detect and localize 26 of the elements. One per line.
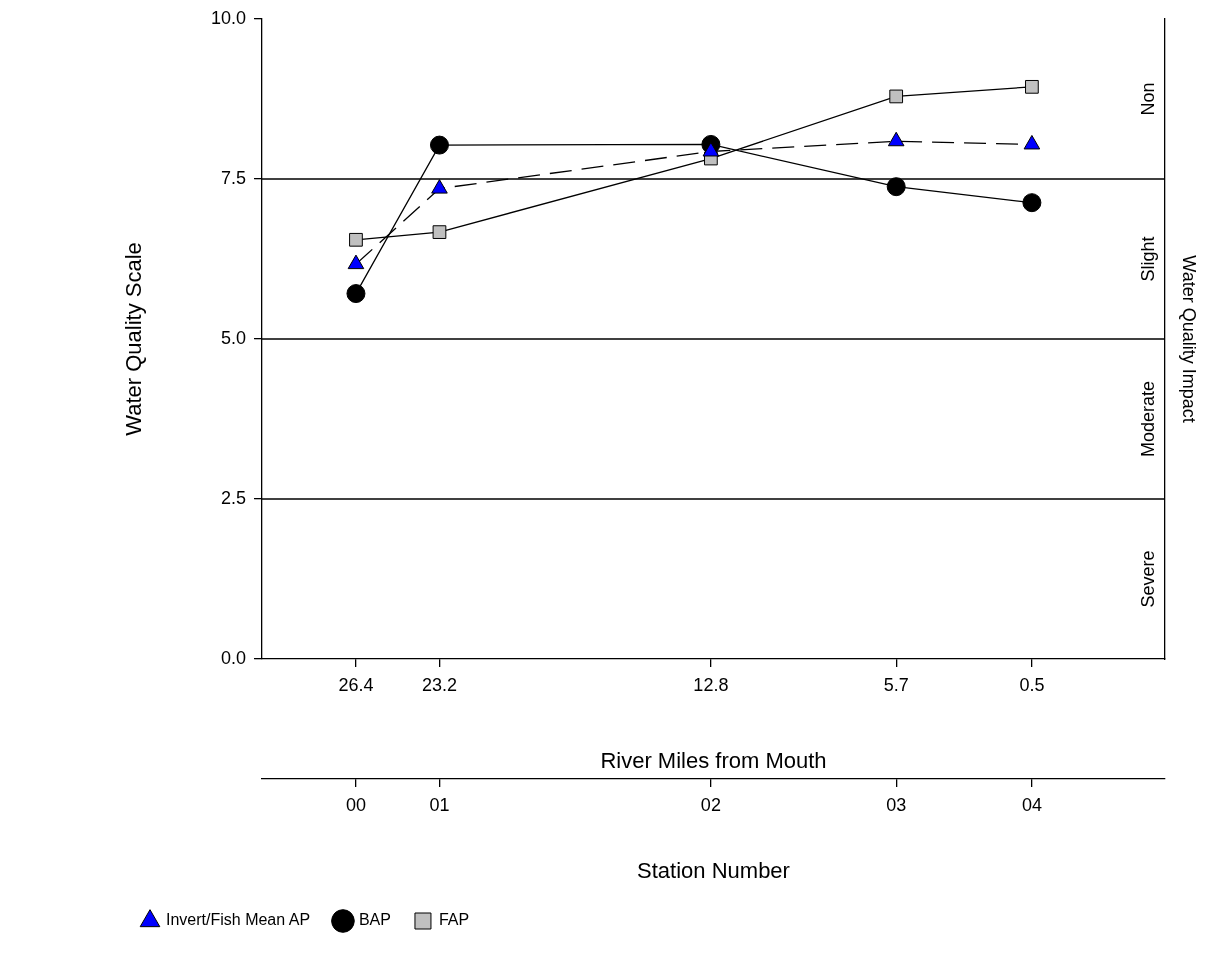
legend-label: BAP (358, 911, 391, 929)
x-axis-title: River Miles from Mouth (600, 747, 827, 773)
y-tick-label: 10.0 (210, 7, 246, 28)
annotation: 03 (886, 794, 907, 815)
annotation: 00 (345, 794, 366, 815)
x-tick-label: 26.4 (338, 674, 374, 695)
annotation: 01 (429, 794, 450, 815)
y-tick-label: 5.0 (220, 327, 246, 348)
y2-axis-title: Water Quality Impact (1179, 255, 1200, 423)
annotation: 04 (1021, 794, 1042, 815)
y-axis-title: Water Quality Scale (121, 242, 147, 436)
annotation: Non (1137, 82, 1158, 116)
x2-axis-title: Station Number (637, 857, 790, 883)
y-tick-label: 0.0 (220, 647, 246, 668)
legend-label: FAP (438, 911, 470, 929)
y-tick-label: 7.5 (220, 167, 246, 188)
annotation: 02 (700, 794, 721, 815)
x-tick-label: 23.2 (421, 674, 457, 695)
x-tick-label: 0.5 (1019, 674, 1045, 695)
x-tick-label: 12.8 (693, 674, 729, 695)
y-tick-label: 2.5 (220, 487, 246, 508)
annotation: Severe (1137, 550, 1158, 608)
x-tick-label: 5.7 (883, 674, 909, 695)
legend-label: Invert/Fish Mean AP (166, 911, 311, 929)
annotation: Slight (1137, 236, 1158, 282)
annotation: Moderate (1137, 380, 1158, 458)
